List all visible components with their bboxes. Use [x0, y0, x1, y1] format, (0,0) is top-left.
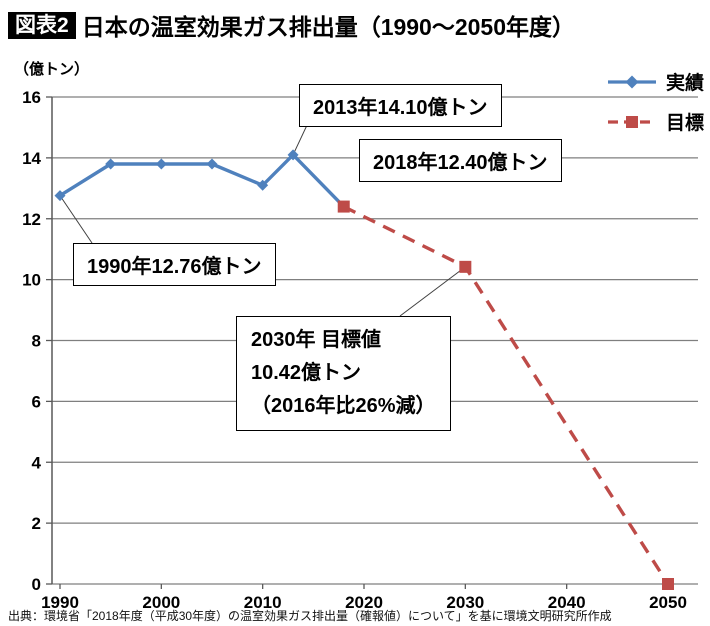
annotation-2018: 2018年12.40億トン	[359, 139, 562, 182]
annotation-2030-line1: 2030年 目標値	[251, 329, 382, 351]
x-tick-label: 2050	[649, 593, 687, 612]
x-tick-label: 2040	[548, 593, 586, 612]
y-axis-unit-label: （億トン）	[14, 61, 90, 78]
y-tick-label: 6	[32, 392, 41, 411]
legend-label-target: 目標	[665, 113, 704, 134]
y-tick-label: 2	[32, 514, 41, 533]
x-tick-label: 1990	[41, 593, 79, 612]
legend-label-actual: 実績	[665, 73, 704, 94]
legend-item-target: 目標	[607, 108, 704, 135]
actual-series-line-icon	[607, 75, 656, 88]
annotation-1990: 1990年12.76億トン	[73, 243, 276, 286]
annotation-1990-text: 1990年12.76億トン	[87, 256, 262, 278]
y-tick-label: 10	[22, 271, 41, 290]
annotation-2030-line3: （2016年比26%減）	[251, 395, 436, 417]
x-tick-label: 2010	[244, 593, 282, 612]
source-note: 出典：環境省「2018年度（平成30年度）の温室効果ガス排出量（確報値）について…	[8, 609, 612, 623]
chart-header: 図表2 日本の温室効果ガス排出量（1990〜2050年度）	[8, 8, 575, 42]
diamond-marker	[287, 149, 299, 161]
diamond-marker	[257, 179, 269, 191]
y-tick-label: 14	[22, 149, 41, 168]
square-marker	[662, 578, 674, 590]
y-tick-label: 0	[32, 575, 41, 594]
page-title: 日本の温室効果ガス排出量（1990〜2050年度）	[81, 14, 576, 40]
figure-badge: 図表2	[8, 11, 76, 39]
y-tick-label: 4	[32, 453, 42, 472]
square-marker	[337, 200, 350, 213]
diamond-marker	[155, 158, 167, 170]
leader-line-a1990	[59, 195, 93, 244]
legend-marker-actual-diamond-icon	[625, 75, 639, 88]
y-tick-label: 8	[32, 332, 41, 351]
x-tick-label: 2020	[345, 593, 383, 612]
annotation-2018-text: 2018年12.40億トン	[373, 152, 548, 174]
annotation-2013-text: 2013年14.10億トン	[313, 97, 488, 119]
series-line-実績	[59, 152, 345, 208]
target-series-line-icon	[607, 115, 656, 128]
legend-item-actual: 実績	[607, 68, 704, 95]
annotation-2013: 2013年14.10億トン	[299, 84, 502, 127]
x-tick-label: 2000	[142, 593, 180, 612]
square-marker	[459, 260, 472, 273]
legend-marker-target-square-icon	[625, 115, 638, 128]
y-tick-label: 16	[22, 88, 41, 107]
leader-line-a2013	[292, 122, 309, 156]
annotation-2030: 2030年 目標値 10.42億トン （2016年比26%減）	[236, 316, 451, 431]
annotation-2030-line2: 10.42億トン	[251, 362, 362, 384]
y-tick-label: 12	[22, 210, 41, 229]
diamond-marker	[54, 190, 66, 202]
x-tick-label: 2030	[446, 593, 484, 612]
leader-line-a2030	[399, 266, 466, 317]
diamond-marker	[105, 158, 117, 170]
diamond-marker	[206, 158, 218, 170]
legend: 実績 目標	[607, 68, 704, 135]
